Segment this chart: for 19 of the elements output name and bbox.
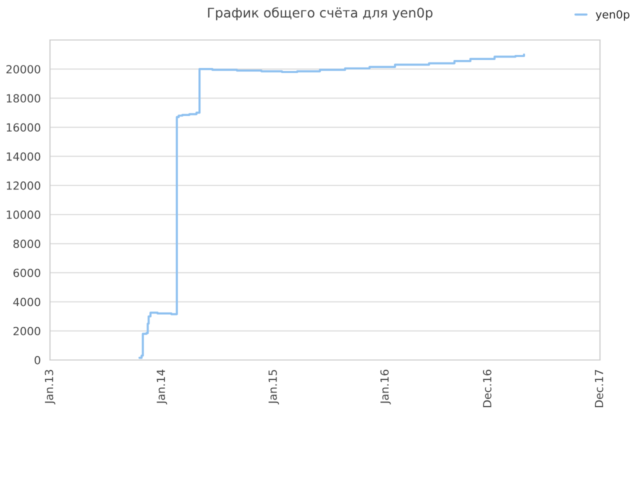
x-tick-label: Dec.17 <box>594 370 604 408</box>
y-tick-label: 20000 <box>6 65 40 74</box>
chart-title: График общего счёта для yen0p <box>208 7 432 20</box>
y-tick-label: 16000 <box>6 123 40 132</box>
y-tick-label: 10000 <box>6 210 40 219</box>
x-tick-label: Jan.15 <box>268 370 279 404</box>
y-tick-label: 18000 <box>6 94 40 103</box>
y-tick-label: 14000 <box>6 152 40 161</box>
legend-label: yen0p <box>596 10 630 21</box>
x-tick-label: Dec.16 <box>482 370 492 408</box>
y-tick-label: 6000 <box>13 268 40 278</box>
y-tick-label: 4000 <box>13 298 40 306</box>
y-tick-label: 12000 <box>6 181 40 190</box>
x-tick-label: Jan.16 <box>380 370 391 404</box>
y-tick-label: 0 <box>34 356 40 364</box>
x-tick-label: Jan.13 <box>44 370 56 404</box>
y-tick-label: 8000 <box>13 240 40 248</box>
y-tick-label: 2000 <box>14 326 40 336</box>
x-tick-label: Jan.14 <box>156 370 168 404</box>
